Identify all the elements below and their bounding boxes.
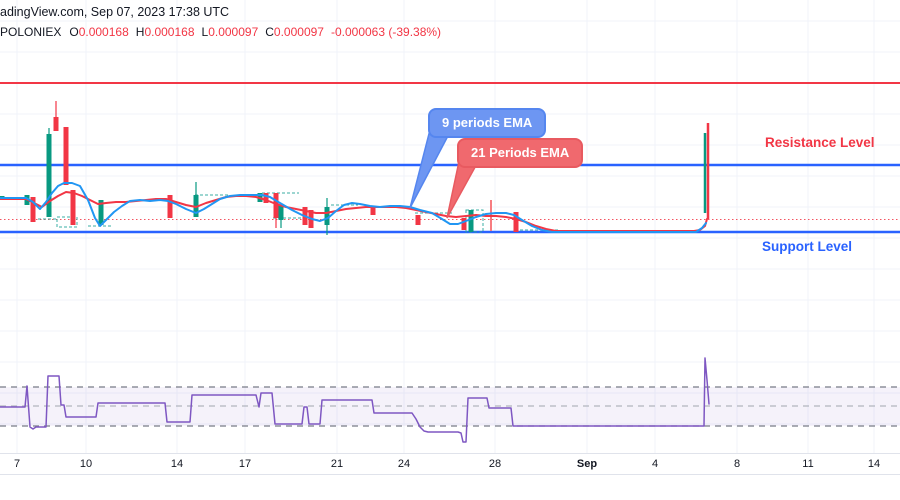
candle[interactable] [278, 205, 284, 220]
candle[interactable] [415, 215, 421, 225]
support-label[interactable]: Support Level [762, 239, 853, 254]
x-axis-label: 14 [170, 458, 184, 470]
ema9-line[interactable] [0, 182, 707, 233]
ema21-line[interactable] [0, 191, 708, 232]
x-axis-label: 11 [802, 458, 814, 470]
price-change: -0.000063 (-39.38%) [330, 25, 442, 39]
candle[interactable] [370, 207, 376, 215]
candle[interactable] [30, 197, 36, 222]
ohlc-item: C0.000097 [265, 25, 324, 39]
candle[interactable] [46, 134, 52, 217]
x-axis-label: 17 [238, 458, 252, 470]
x-axis-label: 28 [488, 458, 502, 470]
x-axis-label: Sep [576, 458, 598, 470]
ema9-callout[interactable]: 9 periods EMA [428, 108, 547, 138]
candle[interactable] [324, 207, 330, 225]
candle[interactable] [98, 200, 104, 225]
time-axis[interactable]: 7 10 14 17 21 24 28 Sep 4 8 11 14 [0, 453, 900, 475]
ohlc-item: O0.000168 [69, 25, 129, 39]
candle[interactable] [70, 190, 76, 225]
x-axis-label: 10 [79, 458, 93, 470]
x-axis-label: 21 [330, 458, 344, 470]
candle[interactable] [706, 123, 710, 219]
pattern-dash-rect [56, 216, 78, 228]
ohlc-item: H0.000168 [135, 25, 195, 39]
exchange-name: POLONIEX [0, 25, 62, 39]
x-axis-label: 14 [867, 458, 881, 470]
ohlc-legend[interactable]: POLONIEX O0.000168 H0.000168 L0.000097 C0.00… [0, 25, 441, 39]
x-axis-label: 7 [13, 458, 21, 470]
candle[interactable] [167, 195, 173, 218]
resistance-label[interactable]: Resistance Level [765, 135, 875, 150]
candle[interactable] [468, 210, 474, 232]
candle[interactable] [461, 218, 467, 230]
candle[interactable] [63, 127, 69, 185]
candle[interactable] [513, 212, 519, 232]
x-axis-label: 4 [651, 458, 659, 470]
x-axis-label: 24 [397, 458, 411, 470]
candle[interactable] [263, 193, 269, 203]
candle[interactable] [53, 117, 59, 131]
candle[interactable] [273, 193, 279, 218]
x-axis-label: 8 [733, 458, 741, 470]
oscillator-line[interactable] [0, 357, 710, 443]
candle[interactable] [703, 133, 707, 213]
watermark-text: adingView.com, Sep 07, 2023 17:38 UTC [0, 5, 230, 19]
ema21-callout[interactable]: 21 Periods EMA [457, 138, 584, 168]
ohlc-item: L0.000097 [201, 25, 259, 39]
